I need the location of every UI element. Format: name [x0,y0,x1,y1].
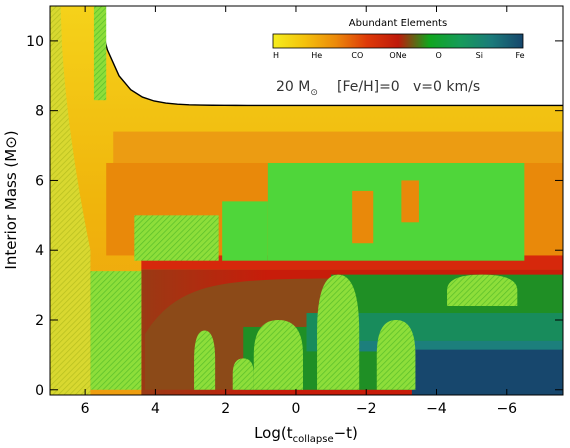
y-axis-label: Interior Mass (M⊙) [2,130,20,269]
x-axis: 6 4 2 0 −2 −4 −6 [81,6,517,417]
x-tick-label: 2 [221,401,230,417]
y-tick-label: 8 [35,104,44,120]
y-tick-label: 10 [26,34,44,50]
y-tick-label: 6 [35,173,44,189]
y-tick-label: 0 [35,383,44,399]
colorbar-label: H [273,51,279,60]
colorbar-label: ONe [389,51,406,60]
colorbar-label: CO [351,51,363,60]
colorbar-label: He [311,51,322,60]
x-tick-label: 0 [291,401,300,417]
stellar-surface-line [95,6,563,107]
region-shell-convection-a [134,215,219,261]
annotation-velocity: v=0 km/s [413,79,480,95]
region-shell-convection-c [222,201,268,261]
x-tick-label: −6 [496,401,517,417]
colorbar-bar [272,33,524,49]
x-tick-label: −4 [426,401,447,417]
x-axis-label: Log(tcollapse−t) [254,424,358,445]
region-radiative-gap [352,190,374,244]
region-envelope-convection [93,6,107,101]
region-convective-episode [317,274,360,390]
region-convective-episode [447,274,518,307]
colorbar-label: O [436,51,442,60]
colorbar-title: Abundant Elements [349,18,447,29]
x-tick-label: 6 [81,401,90,417]
y-tick-label: 4 [35,243,44,259]
region-h-convective-core [50,6,91,395]
model-annotation: 20 M⊙ [Fe/H]=0 v=0 km/s [276,79,480,98]
plot-frame [49,5,564,396]
y-axis: 0 2 4 6 8 10 [26,34,563,399]
region-inner-envelope [113,131,563,163]
colorbar: Abundant Elements H He CO ONe O Si Fe [272,18,525,60]
region-silicon-inner [338,340,563,352]
x-tick-label: 4 [151,401,160,417]
region-convective-episode [232,358,254,390]
colorbar-label: Fe [515,51,524,60]
region-convective-episode [376,319,416,390]
x-tick-label: −2 [356,401,377,417]
region-he-convective-core [90,271,142,390]
region-radiative-gap [401,180,419,223]
annotation-metallicity: [Fe/H]=0 [337,79,400,95]
plot-area [50,6,563,395]
region-shell-convection-b [267,162,525,261]
colorbar-label: Si [476,51,483,60]
y-tick-label: 2 [35,313,44,329]
annotation-mass: 20 M⊙ [276,79,318,98]
region-iron-core [411,349,563,395]
region-convective-episode [194,330,216,390]
region-convective-episode [253,319,303,390]
